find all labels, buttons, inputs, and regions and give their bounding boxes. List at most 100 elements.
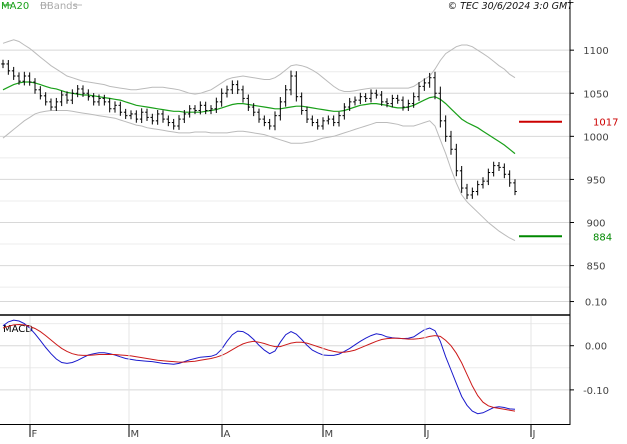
ohlc-bar: [299, 92, 304, 115]
ohlc-bar: [347, 97, 352, 111]
ohlc-bar: [262, 115, 267, 127]
x-tick-label: M: [131, 429, 140, 440]
macd-title: MACD: [3, 324, 33, 335]
macd-lines: [2, 319, 516, 415]
ohlc-bar: [171, 118, 176, 130]
level-label-884: 884: [593, 232, 612, 243]
ohlc-bar: [123, 108, 128, 119]
ohlc-bar: [337, 111, 341, 127]
ohlc-bar: [395, 94, 400, 104]
ohlc-bar: [507, 170, 512, 187]
legend-ma20: MA20: [1, 1, 29, 12]
ohlc-bar: [102, 94, 107, 106]
ohlc-bar: [491, 161, 496, 177]
ohlc-bar: [257, 108, 261, 123]
ohlc-bar: [390, 94, 395, 108]
macd-y-tick-label: 0.00: [585, 342, 607, 353]
ohlc-bar: [65, 91, 69, 104]
ohlc-bar: [443, 115, 448, 142]
ohlc-bar: [486, 168, 491, 186]
ohlc-bar: [273, 111, 277, 131]
ohlc-bar: [497, 162, 501, 171]
ohlc-bar: [91, 93, 96, 106]
ohlc-bar: [27, 72, 32, 86]
ohlc-bar: [129, 110, 133, 120]
price-y-tick-label: 900: [586, 219, 605, 230]
price-y-tick-label: 950: [586, 175, 605, 186]
ohlc-bar: [6, 60, 11, 75]
ohlc-bar: [198, 101, 203, 115]
ohlc-bar: [17, 72, 21, 85]
ohlc-bar: [166, 115, 171, 127]
ohlc-bar: [134, 110, 139, 123]
ohlc-bars: [1, 59, 517, 200]
ohlc-bar: [475, 180, 480, 196]
ohlc-bar: [481, 177, 485, 189]
ohlc-bar: [235, 80, 240, 95]
ohlc-bar: [283, 84, 288, 107]
ohlc-bar: [1, 59, 5, 69]
x-tick-label: F: [32, 429, 38, 440]
ohlc-bar: [209, 105, 213, 115]
ohlc-bar: [331, 115, 336, 127]
macd-y-tick-label: 0.10: [585, 298, 607, 309]
ohlc-bar: [369, 89, 373, 103]
ohlc-bar: [43, 92, 48, 106]
x-tick-label: A: [224, 429, 231, 440]
ohlc-bar: [219, 88, 224, 107]
ohlc-bar: [427, 72, 432, 88]
level-label-1017: 1017: [593, 118, 618, 129]
ohlc-bar: [406, 99, 411, 111]
ohlc-bar: [465, 183, 469, 200]
ohlc-bar: [326, 115, 331, 125]
ohlc-bar: [438, 86, 443, 128]
ohlc-bar: [241, 85, 245, 103]
x-tick-label: M: [325, 429, 334, 440]
ohlc-bar: [449, 130, 453, 155]
legend-bbands: BBands: [40, 1, 78, 12]
ohlc-bar: [353, 96, 357, 106]
x-tick-label: J: [532, 429, 536, 440]
ohlc-bar: [193, 105, 197, 115]
ohlc-bar: [182, 110, 187, 124]
ohlc-bar: [267, 118, 272, 130]
price-y-tick-label: 1050: [583, 89, 608, 100]
ohlc-bar: [454, 143, 459, 177]
ohlc-bar: [11, 66, 16, 80]
timestamp: © TEC 30/6/2024 3:0 GMT: [448, 1, 575, 12]
ohlc-bar: [459, 165, 464, 193]
ohlc-bar: [22, 71, 27, 86]
ohlc-bar: [113, 101, 117, 113]
ohlc-bar: [97, 94, 101, 106]
ohlc-bar: [70, 89, 75, 105]
ohlc-bar: [54, 97, 59, 111]
price-y-tick-label: 1000: [583, 132, 608, 143]
ohlc-bar: [374, 89, 379, 99]
x-tick-label: J: [426, 429, 430, 440]
ohlc-bar: [470, 187, 475, 199]
price-levels: 1017 884: [519, 118, 618, 243]
macd-y-tick-label: -0.10: [583, 386, 609, 397]
ohlc-bar: [513, 179, 517, 196]
ohlc-bar: [86, 89, 91, 101]
ohlc-bar: [401, 96, 405, 111]
ohlc-bar: [150, 113, 155, 125]
ohlc-bar: [230, 80, 235, 95]
ohlc-bar: [75, 85, 80, 98]
macd-y-ticks: 0.10 0.00 -0.10: [570, 298, 609, 397]
ohlc-bar: [107, 98, 112, 113]
ohlc-bar: [379, 91, 384, 106]
ohlc-bar: [203, 101, 208, 115]
bband-lower: [2, 110, 516, 242]
ohlc-bar: [385, 98, 389, 108]
ohlc-bar: [49, 98, 53, 111]
ohlc-bar: [433, 71, 437, 100]
ohlc-bar: [214, 97, 219, 113]
ohlc-bar: [411, 92, 416, 108]
ohlc-bar: [177, 115, 181, 130]
ohlc-bar: [145, 108, 149, 121]
ohlc-bar: [310, 115, 315, 127]
